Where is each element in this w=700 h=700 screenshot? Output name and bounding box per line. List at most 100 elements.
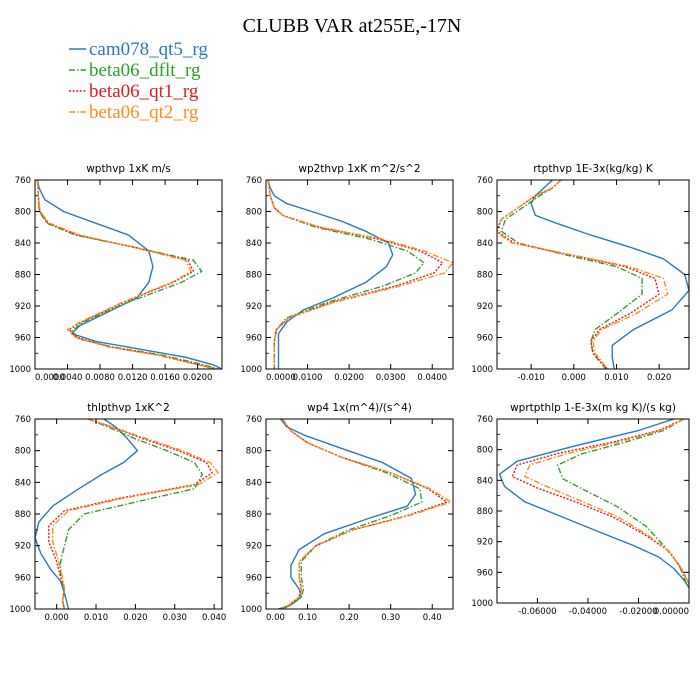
xtick-label: 0.0080 bbox=[85, 373, 115, 383]
xtick-label: 0.020 bbox=[647, 373, 671, 383]
xtick-label: 0.0200 bbox=[334, 373, 364, 383]
ytick-label: 880 bbox=[477, 271, 493, 281]
ytick-label: 960 bbox=[15, 573, 31, 583]
series-line bbox=[36, 180, 222, 369]
series-group bbox=[497, 180, 689, 369]
xtick-label: 0.40 bbox=[423, 613, 442, 623]
ytick-label: 800 bbox=[246, 447, 262, 457]
xtick-label: 0.0300 bbox=[376, 373, 406, 383]
series-line bbox=[524, 419, 689, 585]
panel-4: thlpthvp 1xK^2 760 800 840 880 920 960 1000 0.00… bbox=[9, 402, 226, 623]
series-line bbox=[497, 180, 669, 369]
panel-6: wprtpthlp 1-E-3x(m kg K)/(s kg) 760 800 840… bbox=[471, 402, 690, 617]
ytick-label: 920 bbox=[15, 542, 31, 552]
series-line bbox=[48, 419, 213, 609]
ytick-label: 960 bbox=[477, 334, 493, 344]
series-group bbox=[278, 419, 452, 609]
ytick-label: 920 bbox=[477, 302, 493, 312]
ytick-label: 800 bbox=[477, 208, 493, 218]
panel-2: wp2thvp 1xK m^2/s^2 760 800 840 880 920 960 100… bbox=[240, 163, 454, 383]
series-line bbox=[267, 180, 444, 369]
series-line bbox=[35, 419, 139, 609]
ytick-label: 800 bbox=[246, 208, 262, 218]
series-group bbox=[36, 180, 222, 369]
ytick-label: 840 bbox=[477, 476, 493, 486]
series-line bbox=[267, 180, 425, 369]
plot-frame bbox=[265, 179, 454, 370]
xtick-label: 0.00000 bbox=[654, 607, 689, 617]
ytick-label: 760 bbox=[246, 415, 262, 425]
ytick-label: 880 bbox=[477, 507, 493, 517]
panel-title: thlpthvp 1xK^2 bbox=[87, 402, 170, 414]
ytick-label: 840 bbox=[246, 478, 262, 488]
ytick-label: 880 bbox=[15, 271, 31, 281]
xtick-label: 0.0120 bbox=[118, 373, 148, 383]
figure-title: CLUBB VAR at255E,-17N bbox=[243, 15, 462, 37]
ytick-label: 1000 bbox=[9, 605, 31, 615]
ytick-label: 920 bbox=[246, 302, 262, 312]
panel-1: wpthvp 1xK m/s 760 800 840 880 920 960 1000 0.00… bbox=[9, 163, 223, 383]
series-line bbox=[556, 419, 688, 585]
series-line bbox=[530, 180, 689, 369]
panels: wpthvp 1xK m/s 760 800 840 880 920 960 1000 0.00… bbox=[9, 163, 690, 623]
ytick-label: 920 bbox=[246, 542, 262, 552]
plot-frame bbox=[496, 179, 690, 370]
legend-item: beta06_dflt_rg bbox=[69, 60, 201, 81]
series-line bbox=[267, 180, 453, 369]
xtick-label: 0.020 bbox=[123, 613, 147, 623]
ytick-label: 840 bbox=[246, 239, 262, 249]
ytick-label: 1000 bbox=[240, 605, 262, 615]
xtick-label: 0.30 bbox=[381, 613, 400, 623]
series-line bbox=[267, 180, 394, 369]
xtick-label: 0.10 bbox=[298, 613, 317, 623]
ytick-label: 840 bbox=[15, 239, 31, 249]
ytick-label: 840 bbox=[477, 239, 493, 249]
series-line bbox=[280, 419, 452, 609]
ytick-label: 960 bbox=[246, 334, 262, 344]
legend-label: beta06_qt1_rg bbox=[89, 81, 199, 102]
xtick-label: 0.0040 bbox=[53, 373, 83, 383]
series-line bbox=[511, 419, 689, 585]
xtick-label: -0.010 bbox=[517, 373, 544, 383]
ytick-label: 880 bbox=[15, 510, 31, 520]
ytick-label: 920 bbox=[477, 538, 493, 548]
ytick-label: 1000 bbox=[240, 365, 262, 375]
xtick-label: 0.0000 bbox=[266, 373, 296, 383]
xtick-label: 0.00 bbox=[266, 613, 285, 623]
series-line bbox=[36, 180, 215, 369]
xtick-label: 0.030 bbox=[163, 613, 187, 623]
series-group bbox=[498, 419, 689, 589]
ytick-label: 920 bbox=[15, 302, 31, 312]
ytick-label: 880 bbox=[246, 271, 262, 281]
xtick-label: 0.010 bbox=[84, 613, 108, 623]
ytick-label: 960 bbox=[15, 334, 31, 344]
ytick-label: 800 bbox=[15, 447, 31, 457]
xtick-label: 0.20 bbox=[340, 613, 359, 623]
xtick-label: 0.010 bbox=[604, 373, 628, 383]
xtick-label: 0.0160 bbox=[150, 373, 180, 383]
ytick-label: 760 bbox=[477, 415, 493, 425]
series-line bbox=[280, 419, 448, 609]
xtick-label: 0.0400 bbox=[417, 373, 447, 383]
legend-item: cam078_qt5_rg bbox=[69, 39, 208, 60]
xtick-label: 0.0200 bbox=[183, 373, 213, 383]
ytick-label: 800 bbox=[15, 208, 31, 218]
panel-title: wp2thvp 1xK m^2/s^2 bbox=[298, 163, 420, 175]
xtick-label: -0.04000 bbox=[569, 607, 607, 617]
legend: cam078_qt5_rgbeta06_dflt_rgbeta06_qt1_rg… bbox=[69, 39, 208, 123]
xtick-label: 0.000 bbox=[562, 373, 586, 383]
series-line bbox=[497, 180, 660, 369]
ytick-label: 760 bbox=[15, 415, 31, 425]
panel-title: rtpthvp 1E-3x(kg/kg) K bbox=[533, 163, 654, 175]
series-line bbox=[282, 419, 423, 609]
panel-3: rtpthvp 1E-3x(kg/kg) K 760 800 840 880 920 960… bbox=[471, 163, 690, 383]
series-line bbox=[36, 180, 219, 369]
series-line bbox=[498, 419, 689, 589]
xtick-label: 0.000 bbox=[44, 613, 68, 623]
xtick-label: 0.0000 bbox=[35, 373, 65, 383]
ytick-label: 960 bbox=[246, 573, 262, 583]
series-line bbox=[500, 180, 643, 369]
series-group bbox=[35, 419, 219, 609]
panel-5: wp4 1x(m^4)/(s^4) 760 800 840 880 920 960 1000 0… bbox=[240, 402, 454, 623]
